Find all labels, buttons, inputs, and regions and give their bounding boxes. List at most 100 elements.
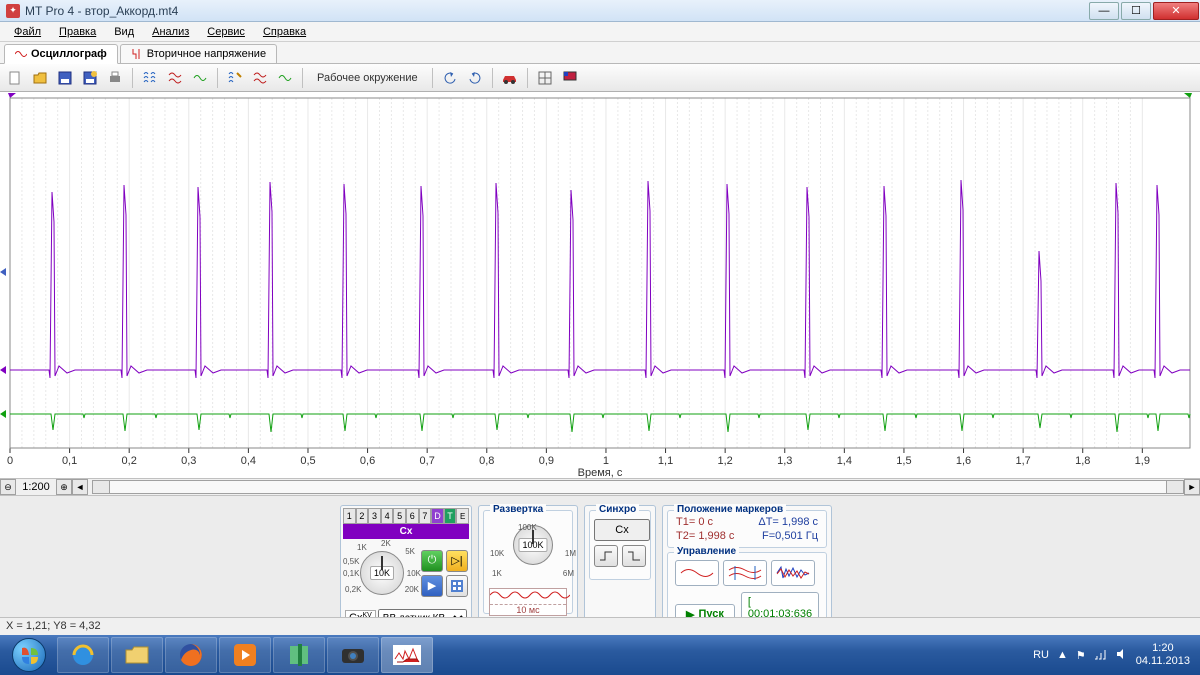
trigger-button[interactable]: ▷| bbox=[446, 550, 468, 572]
save-button[interactable] bbox=[54, 67, 76, 89]
menu-edit[interactable]: Правка bbox=[51, 24, 104, 40]
svg-text:1,9: 1,9 bbox=[1135, 455, 1150, 467]
marker-f: F=0,501 Гц bbox=[762, 530, 818, 542]
channel-tab-2[interactable]: 2 bbox=[356, 508, 369, 524]
tray-volume-icon[interactable] bbox=[1116, 648, 1128, 663]
marker-t2: T2= 1,998 с bbox=[676, 530, 734, 542]
control-title: Управление bbox=[674, 546, 739, 557]
channel-tab-d[interactable]: D bbox=[431, 508, 444, 524]
mode-roll-button[interactable] bbox=[771, 560, 815, 586]
tab-oscilloscope[interactable]: Осциллограф bbox=[4, 44, 118, 64]
svg-text:1: 1 bbox=[603, 455, 609, 467]
new-button[interactable] bbox=[4, 67, 26, 89]
svg-text:Время, с: Время, с bbox=[578, 467, 623, 478]
toolbar: Рабочее окружение bbox=[0, 64, 1200, 92]
horizontal-scrollbar[interactable] bbox=[92, 480, 1184, 494]
menu-analysis[interactable]: Анализ bbox=[144, 24, 197, 40]
taskbar-media[interactable] bbox=[219, 637, 271, 673]
channel-name: Cx bbox=[343, 524, 469, 539]
undo-button[interactable] bbox=[439, 67, 461, 89]
channel-tab-3[interactable]: 3 bbox=[368, 508, 381, 524]
svg-text:0,8: 0,8 bbox=[479, 455, 494, 467]
sync-title: Синхро bbox=[596, 504, 639, 515]
menu-help[interactable]: Справка bbox=[255, 24, 314, 40]
mode-single-button[interactable] bbox=[675, 560, 719, 586]
tray-action-center-icon[interactable]: ⚑ bbox=[1076, 649, 1086, 662]
channel-tab-t[interactable]: T bbox=[444, 508, 457, 524]
markers-title: Положение маркеров bbox=[674, 504, 786, 515]
svg-text:0,5: 0,5 bbox=[300, 455, 315, 467]
taskbar-explorer[interactable] bbox=[111, 637, 163, 673]
channel-tab-e[interactable]: E bbox=[456, 508, 469, 524]
chart-canvas: 00,10,20,30,40,50,60,70,80,911,11,21,31,… bbox=[0, 92, 1200, 478]
svg-text:1,4: 1,4 bbox=[837, 455, 852, 467]
print-button[interactable] bbox=[104, 67, 126, 89]
menu-view[interactable]: Вид bbox=[106, 24, 142, 40]
menu-service[interactable]: Сервис bbox=[199, 24, 253, 40]
channel-tab-5[interactable]: 5 bbox=[393, 508, 406, 524]
redo-button[interactable] bbox=[464, 67, 486, 89]
document-tabs: Осциллограф Вторичное напряжение bbox=[0, 42, 1200, 64]
taskbar-camera[interactable] bbox=[327, 637, 379, 673]
spark-icon bbox=[131, 49, 143, 59]
windows-orb-icon bbox=[12, 638, 46, 672]
tray-show-hidden-icon[interactable]: ▲ bbox=[1057, 649, 1068, 661]
workspace-label: Рабочее окружение bbox=[309, 72, 426, 84]
calc-button[interactable] bbox=[446, 575, 468, 597]
oscilloscope-chart[interactable]: 00,10,20,30,40,50,60,70,80,911,11,21,31,… bbox=[0, 92, 1200, 478]
car-button[interactable] bbox=[499, 67, 521, 89]
zoom-in-button[interactable]: ⊕ bbox=[56, 479, 72, 495]
play-button[interactable]: ▶ bbox=[421, 575, 443, 597]
minimize-button[interactable]: — bbox=[1089, 2, 1119, 20]
start-button[interactable] bbox=[2, 636, 56, 674]
wave-icon bbox=[15, 49, 27, 59]
scroll-right-button[interactable]: ► bbox=[1184, 479, 1200, 495]
sync-source-button[interactable]: Cx bbox=[594, 519, 650, 541]
zoom-out-button[interactable]: ⊖ bbox=[0, 479, 16, 495]
mode-multi-button[interactable] bbox=[723, 560, 767, 586]
close-button[interactable]: ✕ bbox=[1153, 2, 1199, 20]
svg-text:1,8: 1,8 bbox=[1075, 455, 1090, 467]
marker-t1: T1= 0 с bbox=[676, 516, 713, 528]
channel-tab-6[interactable]: 6 bbox=[406, 508, 419, 524]
marker-dt: ΔT= 1,998 с bbox=[758, 516, 818, 528]
wave-edit-1-button[interactable] bbox=[224, 67, 246, 89]
svg-text:1,3: 1,3 bbox=[777, 455, 792, 467]
sync-edge-rise-button[interactable] bbox=[594, 545, 618, 567]
taskbar-mtpro[interactable] bbox=[381, 637, 433, 673]
channel-tab-4[interactable]: 4 bbox=[381, 508, 394, 524]
windows-taskbar: RU ▲ ⚑ 1:2004.11.2013 bbox=[0, 635, 1200, 675]
menubar: Файл Правка Вид Анализ Сервис Справка bbox=[0, 22, 1200, 42]
system-tray: RU ▲ ⚑ 1:2004.11.2013 bbox=[1033, 642, 1198, 668]
grid-button[interactable] bbox=[534, 67, 556, 89]
svg-text:1,5: 1,5 bbox=[896, 455, 911, 467]
channel-tab-7[interactable]: 7 bbox=[419, 508, 432, 524]
wave-edit-3-button[interactable] bbox=[274, 67, 296, 89]
wave-group-1-button[interactable] bbox=[139, 67, 161, 89]
sweep-title: Развертка bbox=[490, 504, 546, 515]
open-button[interactable] bbox=[29, 67, 51, 89]
svg-text:0,9: 0,9 bbox=[539, 455, 554, 467]
tray-clock[interactable]: 1:2004.11.2013 bbox=[1136, 642, 1190, 668]
wave-group-3-button[interactable] bbox=[189, 67, 211, 89]
menu-file[interactable]: Файл bbox=[6, 24, 49, 40]
taskbar-ie[interactable] bbox=[57, 637, 109, 673]
zoom-scrollbar-row: ⊖ 1:200 ⊕ ◄ ► bbox=[0, 478, 1200, 496]
maximize-button[interactable]: ☐ bbox=[1121, 2, 1151, 20]
scroll-left-button[interactable]: ◄ bbox=[72, 479, 88, 495]
wave-group-2-button[interactable] bbox=[164, 67, 186, 89]
taskbar-app1[interactable] bbox=[273, 637, 325, 673]
save-as-button[interactable] bbox=[79, 67, 101, 89]
power-button[interactable]: ⏻ bbox=[421, 550, 443, 572]
channel-tab-1[interactable]: 1 bbox=[343, 508, 356, 524]
tray-network-icon[interactable] bbox=[1094, 648, 1108, 663]
vertical-scale-dial[interactable]: 10K bbox=[360, 551, 404, 595]
wave-edit-2-button[interactable] bbox=[249, 67, 271, 89]
svg-text:0: 0 bbox=[7, 455, 13, 467]
tray-language[interactable]: RU bbox=[1033, 649, 1049, 661]
flag-button[interactable] bbox=[559, 67, 581, 89]
svg-text:1,7: 1,7 bbox=[1015, 455, 1030, 467]
sync-edge-fall-button[interactable] bbox=[622, 545, 646, 567]
tab-secondary-voltage[interactable]: Вторичное напряжение bbox=[120, 44, 277, 63]
taskbar-firefox[interactable] bbox=[165, 637, 217, 673]
